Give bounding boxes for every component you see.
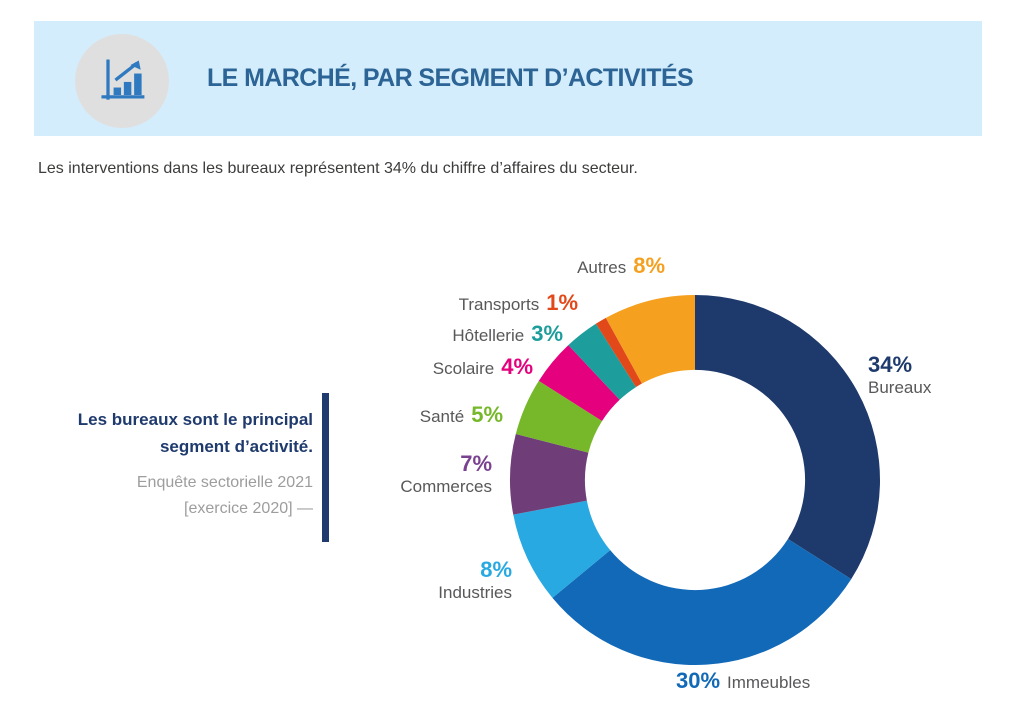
donut-segment-transports [595,317,642,388]
donut-segment-autres [605,295,695,384]
label-commerces-name: Commerces [400,477,492,496]
label-bureaux-name: Bureaux [868,378,932,397]
donut-segment-bureaux [695,295,880,580]
label-autres: Autres 8% [577,253,665,279]
label-commerces-pct: 7% [460,451,492,476]
label-hotellerie: Hôtellerie 3% [452,321,563,347]
label-immeubles-name: Immeubles [727,673,811,692]
label-autres-name: Autres [577,258,627,277]
donut-segment-commerces [510,433,589,515]
donut-segment-hotellerie [568,323,637,400]
label-scolaire-pct: 4% [501,354,533,379]
label-transports-name: Transports [458,295,540,314]
callout: Les bureaux sont le principal segment d’… [33,406,313,522]
donut-segment-scolaire [538,345,620,422]
label-scolaire: Scolaire 4% [433,354,533,380]
bar-chart-growth-icon [101,59,145,100]
callout-accent-bar [322,393,329,542]
label-transports-pct: 1% [546,290,578,315]
label-sante-pct: 5% [471,402,503,427]
label-immeubles: 30% Immeubles [676,668,810,694]
page-title: LE MARCHÉ, PAR SEGMENT D’ACTIVITÉS [207,64,694,92]
callout-source: Enquête sectorielle 2021 [exercice 2020]… [33,470,313,522]
donut-segment-sante [515,380,603,453]
label-immeubles-pct: 30% [676,668,721,693]
callout-source-line2: [exercice 2020] — [184,500,313,517]
donut-chart [500,285,890,675]
section-icon-circle [75,34,169,128]
label-autres-pct: 8% [633,253,665,278]
callout-quote-line1: Les bureaux sont le principal [77,410,313,429]
donut-segment-industries [513,500,611,598]
label-hotellerie-name: Hôtellerie [452,326,525,345]
header-band: LE MARCHÉ, PAR SEGMENT D’ACTIVITÉS [34,21,982,136]
label-transports: Transports 1% [459,290,578,316]
label-industries-pct: 8% [480,557,512,582]
donut-segment-immeubles [552,538,852,665]
callout-quote-line2: segment d’activité. [159,437,313,456]
label-bureaux: 34% Bureaux [868,353,931,399]
label-industries: 8% Industries [438,558,512,604]
label-industries-name: Industries [438,583,512,602]
label-sante: Santé 5% [420,402,503,428]
callout-source-line1: Enquête sectorielle 2021 [136,474,313,491]
label-hotellerie-pct: 3% [531,321,563,346]
label-commerces: 7% Commerces [400,452,492,498]
donut-svg [510,295,880,665]
label-scolaire-name: Scolaire [432,359,495,378]
label-bureaux-pct: 34% [868,352,913,377]
label-sante-name: Santé [419,407,465,426]
intro-text: Les interventions dans les bureaux repré… [38,160,638,177]
